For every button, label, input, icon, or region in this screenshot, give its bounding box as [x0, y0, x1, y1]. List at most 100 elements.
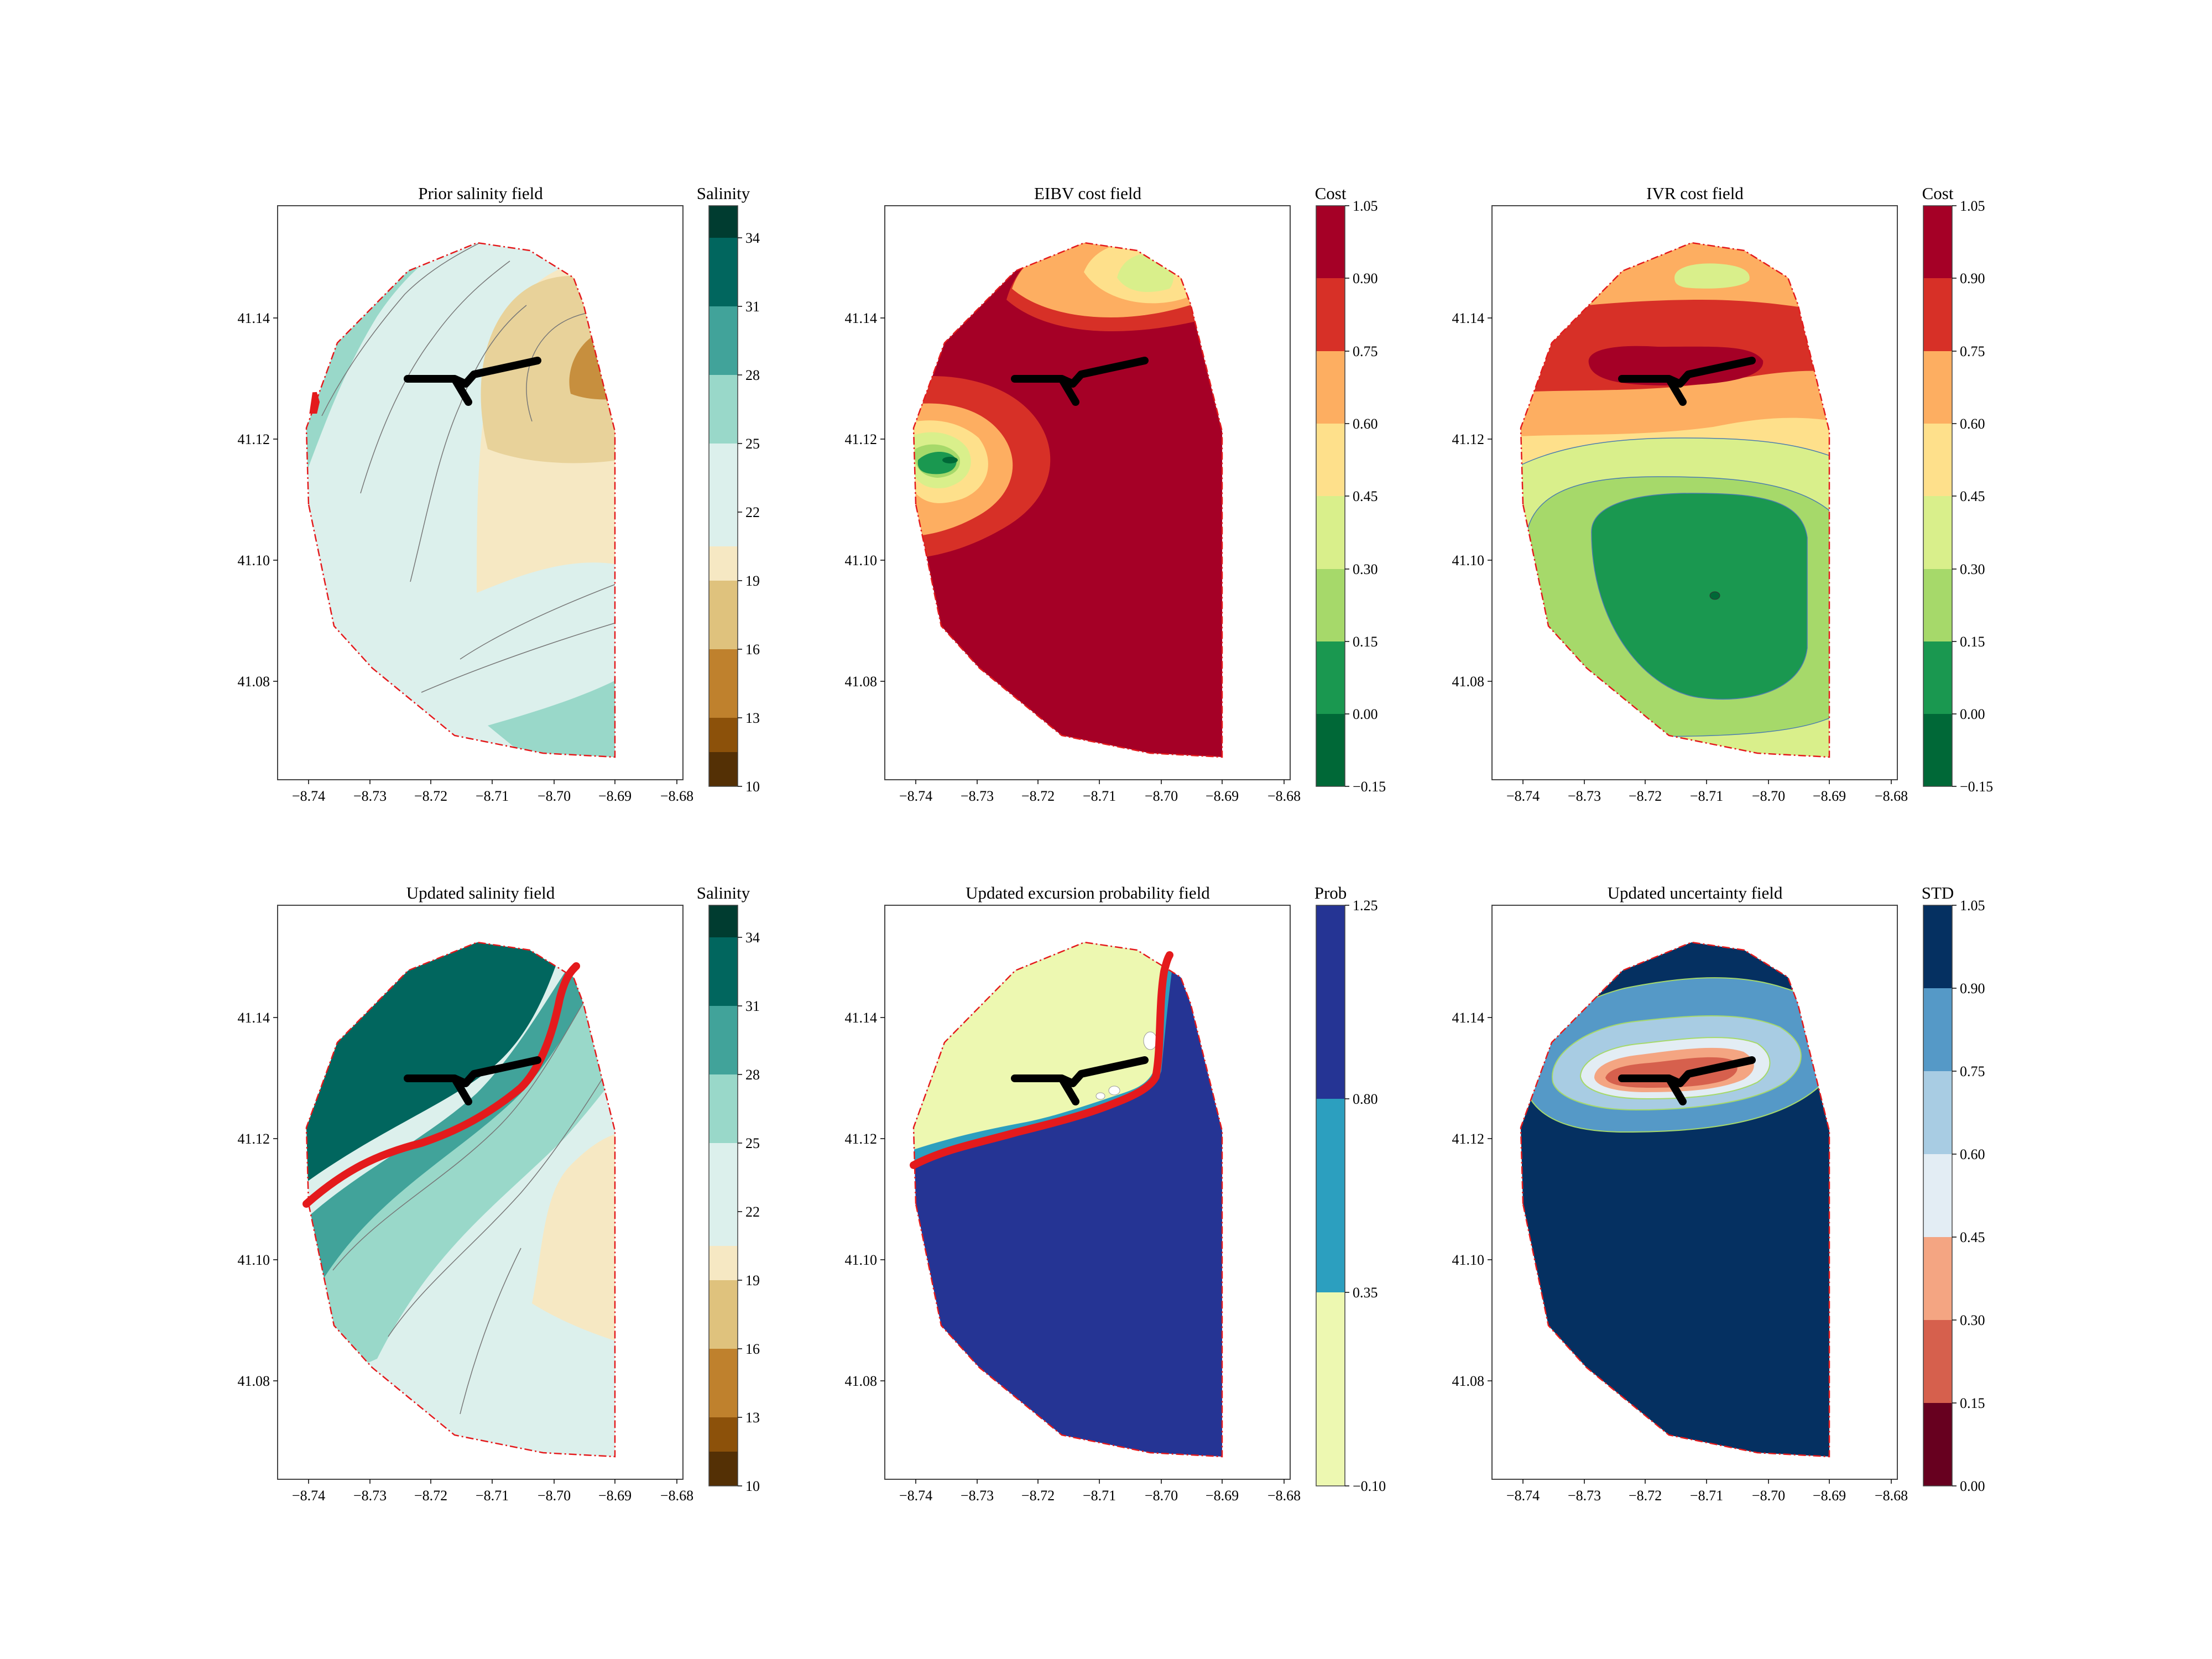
vehicle-path — [1618, 357, 1756, 406]
svg-text:−8.74: −8.74 — [292, 1488, 325, 1504]
svg-text:41.12: 41.12 — [238, 431, 270, 447]
svg-text:−8.68: −8.68 — [660, 1488, 693, 1504]
svg-text:−8.72: −8.72 — [1629, 788, 1662, 804]
svg-text:−8.70: −8.70 — [1145, 1488, 1178, 1504]
svg-text:0.75: 0.75 — [1960, 343, 1985, 359]
svg-text:−8.74: −8.74 — [1506, 788, 1540, 804]
svg-text:41.08: 41.08 — [1452, 674, 1485, 690]
panel-title: EIBV cost field — [1034, 184, 1142, 203]
svg-text:0.90: 0.90 — [1960, 270, 1985, 286]
svg-text:0.45: 0.45 — [1353, 488, 1378, 504]
svg-text:13: 13 — [745, 710, 760, 726]
svg-text:0.90: 0.90 — [1960, 980, 1985, 997]
boundary-polygon — [1520, 941, 1830, 1458]
svg-text:41.12: 41.12 — [238, 1131, 270, 1147]
svg-text:−8.68: −8.68 — [1267, 1488, 1301, 1504]
y-axis: 41.08 41.10 41.12 41.14 — [238, 1010, 278, 1389]
svg-text:−8.71: −8.71 — [1690, 1488, 1723, 1504]
svg-text:1.05: 1.05 — [1353, 198, 1378, 214]
svg-text:41.10: 41.10 — [1452, 552, 1485, 568]
svg-text:−8.72: −8.72 — [1021, 788, 1055, 804]
svg-text:−8.69: −8.69 — [1206, 1488, 1239, 1504]
svg-text:−8.69: −8.69 — [1813, 1488, 1846, 1504]
svg-text:1.25: 1.25 — [1353, 898, 1378, 914]
svg-text:41.10: 41.10 — [845, 552, 878, 568]
svg-text:41.08: 41.08 — [845, 674, 878, 690]
panel-eibv-cost: EIBV cost field −8.74 −8.73 −8.72 −8.71 … — [845, 184, 1386, 804]
colorbar-label: Salinity — [697, 184, 750, 203]
svg-text:1.05: 1.05 — [1960, 198, 1985, 214]
svg-text:0.35: 0.35 — [1353, 1285, 1378, 1301]
svg-text:0.60: 0.60 — [1353, 416, 1378, 432]
svg-text:13: 13 — [745, 1410, 760, 1426]
svg-text:0.80: 0.80 — [1353, 1091, 1378, 1107]
panel-prior-salinity: Prior salinity field −8.74 −8.73 −8.72 — [238, 184, 760, 804]
svg-text:−0.10: −0.10 — [1353, 1478, 1386, 1494]
colorbar-label: Cost — [1315, 184, 1347, 203]
svg-text:19: 19 — [745, 573, 760, 589]
panel-uncertainty: Updated uncertainty field −8.74 −8.73 −8… — [1452, 883, 1985, 1504]
svg-text:−8.73: −8.73 — [1568, 788, 1601, 804]
x-axis: −8.74 −8.73 −8.72 −8.71 −8.70 −8.69 −8.6… — [1506, 780, 1908, 804]
svg-text:41.08: 41.08 — [1452, 1373, 1485, 1389]
svg-text:0.00: 0.00 — [1353, 706, 1378, 722]
svg-text:−8.71: −8.71 — [1083, 1488, 1116, 1504]
svg-text:41.14: 41.14 — [238, 1010, 270, 1026]
svg-text:−8.73: −8.73 — [353, 788, 387, 804]
svg-text:0.60: 0.60 — [1960, 416, 1985, 432]
x-axis: −8.74 −8.73 −8.72 −8.71 −8.70 −8.69 −8.6… — [292, 780, 693, 804]
svg-text:41.14: 41.14 — [238, 310, 270, 326]
panel-updated-salinity: Updated salinity field −8.74 −8.73 −8.72… — [238, 883, 760, 1504]
svg-text:−8.70: −8.70 — [1752, 788, 1785, 804]
svg-text:10: 10 — [745, 779, 760, 795]
boundary-polygon — [912, 242, 1223, 758]
svg-text:−8.73: −8.73 — [961, 788, 994, 804]
colorbar: Salinity 10 13 16 19 22 25 28 31 34 — [697, 184, 760, 795]
colorbar-label: Cost — [1922, 184, 1954, 203]
svg-text:0.00: 0.00 — [1960, 706, 1985, 722]
front-curve — [910, 951, 1173, 1169]
contour-field — [1521, 942, 1829, 1457]
svg-text:−0.15: −0.15 — [1960, 779, 1993, 795]
svg-text:0.90: 0.90 — [1353, 270, 1378, 286]
panel-title: IVR cost field — [1646, 184, 1744, 203]
svg-text:0.15: 0.15 — [1960, 634, 1985, 650]
vehicle-path — [1011, 1056, 1149, 1105]
svg-text:−8.72: −8.72 — [414, 788, 447, 804]
x-axis: −8.74 −8.73 −8.72 −8.71 −8.70 −8.69 −8.6… — [899, 780, 1301, 804]
svg-text:41.14: 41.14 — [1452, 1010, 1485, 1026]
colorbar: Cost −0.15 0.00 0.15 0.30 0.45 0.60 0.75… — [1315, 184, 1386, 795]
svg-text:−8.70: −8.70 — [1752, 1488, 1785, 1504]
svg-text:−8.71: −8.71 — [476, 788, 509, 804]
svg-text:0.45: 0.45 — [1960, 488, 1985, 504]
svg-text:−8.73: −8.73 — [1568, 1488, 1601, 1504]
svg-text:−8.70: −8.70 — [1145, 788, 1178, 804]
svg-text:−8.68: −8.68 — [660, 788, 693, 804]
svg-text:41.10: 41.10 — [1452, 1252, 1485, 1268]
vehicle-path — [404, 1056, 541, 1105]
svg-text:−0.15: −0.15 — [1353, 779, 1386, 795]
svg-text:41.08: 41.08 — [238, 674, 270, 690]
svg-text:34: 34 — [745, 930, 760, 946]
svg-text:−8.72: −8.72 — [1021, 1488, 1055, 1504]
svg-text:25: 25 — [745, 1135, 760, 1151]
front-curve — [302, 962, 580, 1208]
svg-text:0.15: 0.15 — [1960, 1395, 1985, 1411]
svg-text:22: 22 — [745, 504, 760, 520]
y-axis: 41.08 41.10 41.12 41.14 — [845, 310, 885, 690]
svg-text:−8.71: −8.71 — [1083, 788, 1116, 804]
svg-text:0.30: 0.30 — [1960, 561, 1985, 577]
vehicle-path — [1618, 1056, 1756, 1105]
svg-text:25: 25 — [745, 436, 760, 452]
highlight-cluster — [309, 392, 320, 414]
svg-text:−8.71: −8.71 — [1690, 788, 1723, 804]
svg-text:−8.73: −8.73 — [961, 1488, 994, 1504]
svg-text:28: 28 — [745, 1067, 760, 1083]
svg-text:0.30: 0.30 — [1960, 1312, 1985, 1328]
svg-text:19: 19 — [745, 1272, 760, 1288]
svg-text:41.10: 41.10 — [845, 1252, 878, 1268]
colorbar-label: Salinity — [697, 883, 750, 902]
boundary-polygon — [912, 941, 1223, 1458]
svg-text:41.14: 41.14 — [845, 1010, 878, 1026]
